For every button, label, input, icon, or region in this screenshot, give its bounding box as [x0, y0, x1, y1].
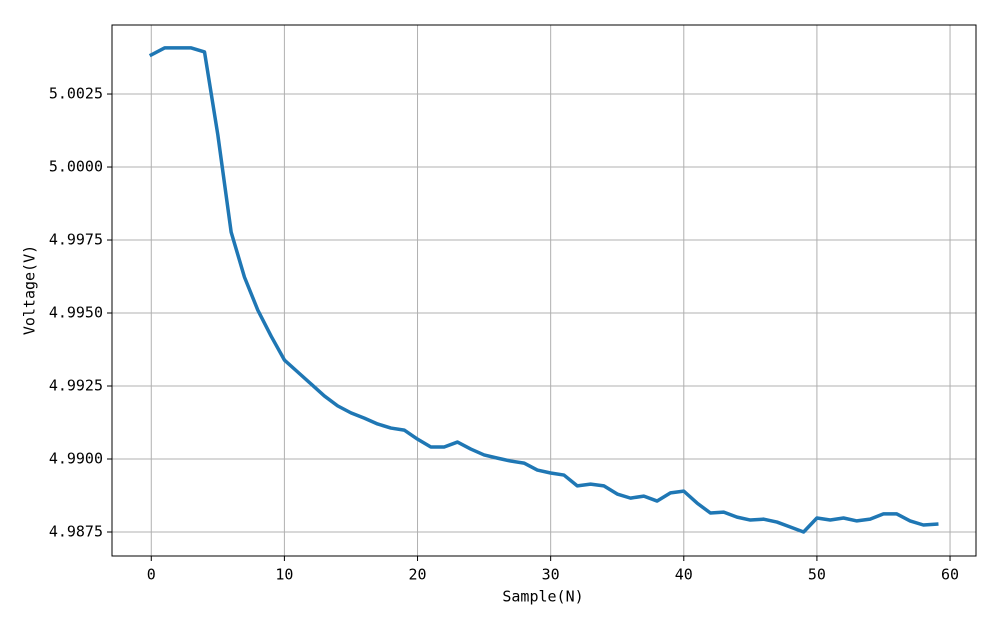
y-tick-label: 5.0025 — [49, 85, 103, 103]
plot-frame — [111, 24, 977, 557]
y-tick-label: 4.9925 — [49, 377, 103, 395]
x-tick-label: 50 — [808, 566, 826, 584]
y-tick-label: 4.9900 — [49, 450, 103, 468]
data-line — [148, 46, 939, 534]
y-tick-label: 4.9950 — [49, 304, 103, 322]
y-tick-label: 4.9975 — [49, 231, 103, 249]
x-tick-label: 0 — [147, 566, 156, 584]
x-tick-label: 10 — [275, 566, 293, 584]
x-tick-label: 20 — [408, 566, 426, 584]
x-axis-label: Sample(N) — [502, 588, 583, 606]
x-tick-label: 60 — [941, 566, 959, 584]
y-axis-label: Voltage(V) — [21, 245, 39, 335]
plot-area — [112, 25, 976, 556]
x-tick-label: 40 — [675, 566, 693, 584]
x-tick-label: 30 — [542, 566, 560, 584]
y-tick-label: 5.0000 — [49, 158, 103, 176]
y-tick-label: 4.9875 — [49, 522, 103, 540]
